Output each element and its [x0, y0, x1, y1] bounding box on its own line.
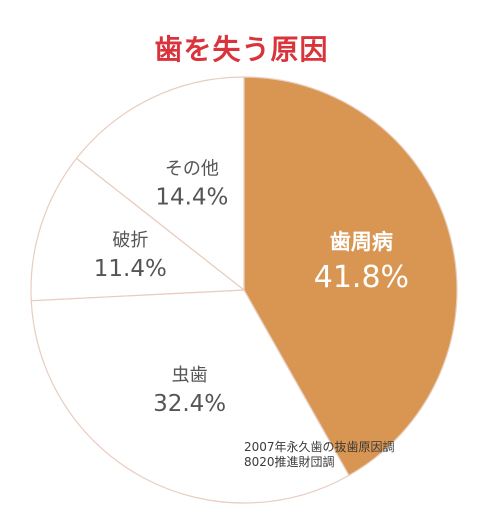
- source-note: 2007年永久歯の抜歯原因調 8020推進財団調: [244, 440, 395, 470]
- label-name-periodontal: 歯周病: [330, 230, 393, 254]
- slice-fracture: [30, 157, 246, 302]
- label-name-other: その他: [165, 159, 219, 180]
- label-value-caries: 32.4%: [153, 391, 226, 417]
- pie-labels: 歯周病 41.8% 虫歯 32.4% 破折 11.4% その他 14.4%: [94, 159, 409, 417]
- label-value-other: 14.4%: [155, 185, 228, 211]
- source-note-line-2: 8020推進財団調: [244, 455, 335, 469]
- chart-title: 歯を失う原因: [154, 33, 329, 66]
- label-name-fracture: 破折: [112, 230, 148, 251]
- label-value-fracture: 11.4%: [94, 256, 167, 282]
- label-value-periodontal: 41.8%: [314, 260, 409, 295]
- source-note-line-1: 2007年永久歯の抜歯原因調: [244, 440, 395, 454]
- slice-caries: [30, 289, 350, 504]
- slice-periodontal: [243, 76, 458, 477]
- label-name-caries: 虫歯: [172, 365, 208, 386]
- pie-slices: [30, 76, 458, 504]
- slice-other: [75, 76, 245, 292]
